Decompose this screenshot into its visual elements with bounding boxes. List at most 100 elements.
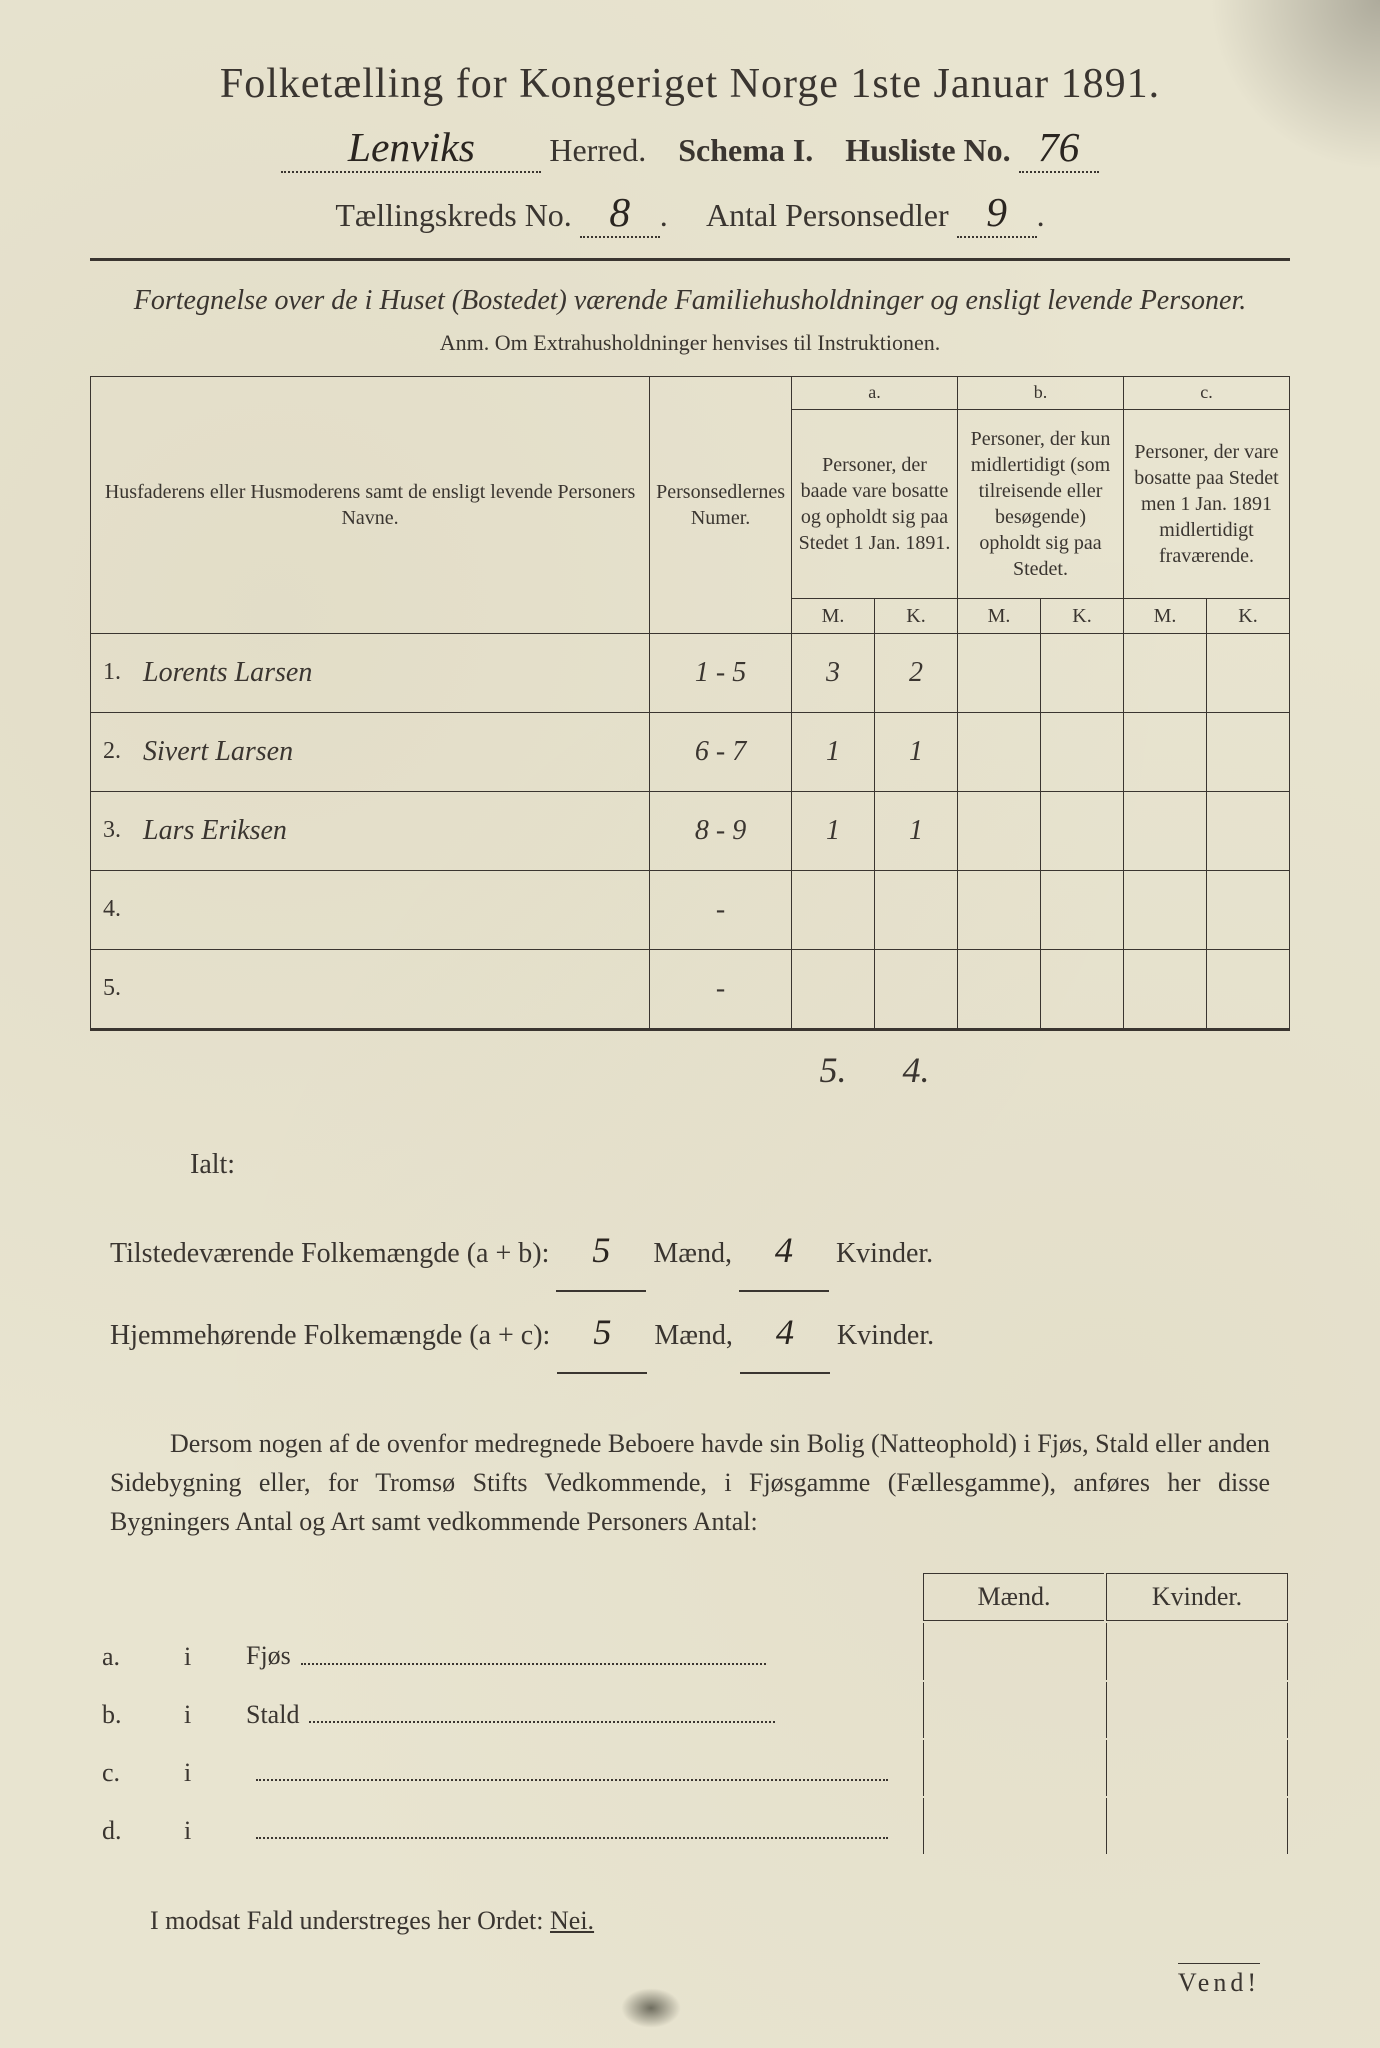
kreds-label: Tællingskreds No. xyxy=(335,197,571,233)
col-c-label: c. xyxy=(1124,377,1290,409)
page-title: Folketælling for Kongeriget Norge 1ste J… xyxy=(90,60,1290,108)
ak-cell: 2 xyxy=(875,633,958,712)
lower-label: a. xyxy=(92,1623,172,1679)
table-row: 2. Sivert Larsen 6 - 7 1 1 xyxy=(91,712,1290,791)
lower-row: d. i xyxy=(92,1798,1288,1854)
hjemmeh-row: Hjemmehørende Folkemængde (a + c): 5 Mæn… xyxy=(110,1292,1290,1374)
ck-cell xyxy=(1207,870,1290,949)
tilstedev-m: 5 xyxy=(556,1210,646,1292)
husliste-no: 76 xyxy=(1019,123,1099,173)
footer-text: I modsat Fald understreges her Ordet: Ne… xyxy=(150,1906,1270,1936)
ialt-label: Ialt: xyxy=(190,1134,1290,1196)
nei: Nei. xyxy=(550,1906,594,1935)
census-table: Husfaderens eller Husmoderens samt de en… xyxy=(90,376,1290,1108)
name-cell: Sivert Larsen xyxy=(133,712,650,791)
kvinder-header: Kvinder. xyxy=(1106,1573,1288,1621)
divider xyxy=(90,258,1290,261)
bm-cell xyxy=(958,870,1041,949)
table-row: 1. Lorents Larsen 1 - 5 3 2 xyxy=(91,633,1290,712)
hjemmeh-m: 5 xyxy=(557,1292,647,1374)
lower-i: i xyxy=(174,1623,234,1679)
lower-k xyxy=(1106,1740,1288,1796)
lower-row: a. i Fjøs xyxy=(92,1623,1288,1679)
herred-field: Lenviks xyxy=(281,123,541,173)
bk-cell xyxy=(1041,712,1124,791)
tilstedev-row: Tilstedeværende Folkemængde (a + b): 5 M… xyxy=(110,1210,1290,1292)
row-num: 2. xyxy=(91,712,134,791)
corner-shadow xyxy=(1180,0,1380,200)
lower-type: Fjøs xyxy=(236,1623,921,1679)
name-cell xyxy=(133,949,650,1029)
header-row-2: Tællingskreds No. 8. Antal Personsedler … xyxy=(90,188,1290,238)
table-row: 5. - xyxy=(91,949,1290,1029)
subtitle: Fortegnelse over de i Huset (Bostedet) v… xyxy=(90,281,1290,320)
col-name-header: Husfaderens eller Husmoderens samt de en… xyxy=(91,377,650,633)
personsedler-label: Antal Personsedler xyxy=(706,197,949,233)
am-cell xyxy=(792,870,875,949)
table-row: 4. - xyxy=(91,870,1290,949)
sedler-cell: 6 - 7 xyxy=(650,712,792,791)
lower-i: i xyxy=(174,1798,234,1854)
mk-header: M. xyxy=(792,598,875,633)
lower-type xyxy=(236,1740,921,1796)
sedler-cell: 8 - 9 xyxy=(650,791,792,870)
am-cell: 3 xyxy=(792,633,875,712)
sedler-cell: - xyxy=(650,949,792,1029)
col-a-text: Personer, der baade vare bosatte og opho… xyxy=(792,409,958,598)
summary-block: Ialt: Tilstedeværende Folkemængde (a + b… xyxy=(110,1134,1290,1375)
lower-type xyxy=(236,1798,921,1854)
cm-cell xyxy=(1124,870,1207,949)
lower-k xyxy=(1106,1798,1288,1854)
row-num: 3. xyxy=(91,791,134,870)
mk-header: K. xyxy=(1041,598,1124,633)
bm-cell xyxy=(958,712,1041,791)
bm-cell xyxy=(958,791,1041,870)
mk-header: M. xyxy=(958,598,1041,633)
am-cell: 1 xyxy=(792,712,875,791)
name-cell: Lars Eriksen xyxy=(133,791,650,870)
census-form-page: Folketælling for Kongeriget Norge 1ste J… xyxy=(0,0,1380,2048)
col-c-text: Personer, der vare bosatte paa Stedet me… xyxy=(1124,409,1290,598)
ck-cell xyxy=(1207,712,1290,791)
lower-k xyxy=(1106,1682,1288,1738)
stain xyxy=(621,1988,681,2028)
totals-row: 5. 4. xyxy=(91,1029,1290,1109)
hjemmeh-k: 4 xyxy=(740,1292,830,1374)
sedler-cell: 1 - 5 xyxy=(650,633,792,712)
bk-cell xyxy=(1041,870,1124,949)
am-cell: 1 xyxy=(792,791,875,870)
header-row-1: Lenviks Herred. Schema I. Husliste No. 7… xyxy=(90,123,1290,173)
bm-cell xyxy=(958,633,1041,712)
cm-cell xyxy=(1124,633,1207,712)
lower-i: i xyxy=(174,1682,234,1738)
lower-m xyxy=(923,1682,1104,1738)
lower-row: b. i Stald xyxy=(92,1682,1288,1738)
tilstedev-k: 4 xyxy=(739,1210,829,1292)
lower-k xyxy=(1106,1623,1288,1679)
ak-cell xyxy=(875,870,958,949)
row-num: 1. xyxy=(91,633,134,712)
cm-cell xyxy=(1124,712,1207,791)
mk-header: K. xyxy=(1207,598,1290,633)
mk-header: K. xyxy=(875,598,958,633)
ak-cell: 1 xyxy=(875,791,958,870)
row-num: 4. xyxy=(91,870,134,949)
name-cell: Lorents Larsen xyxy=(133,633,650,712)
lower-i: i xyxy=(174,1740,234,1796)
lower-m xyxy=(923,1623,1104,1679)
bk-cell xyxy=(1041,949,1124,1029)
lower-label: b. xyxy=(92,1682,172,1738)
body-text: Dersom nogen af de ovenfor medregnede Be… xyxy=(110,1424,1270,1541)
lower-table: Mænd. Kvinder. a. i Fjøs b. i Stald c. i… xyxy=(90,1571,1290,1856)
lower-m xyxy=(923,1798,1104,1854)
schema-label: Schema I. xyxy=(678,132,813,168)
am-cell xyxy=(792,949,875,1029)
bm-cell xyxy=(958,949,1041,1029)
col-b-text: Personer, der kun midlertidigt (som tilr… xyxy=(958,409,1124,598)
anm-note: Anm. Om Extrahusholdninger henvises til … xyxy=(90,330,1290,356)
ak-cell: 1 xyxy=(875,712,958,791)
row-num: 5. xyxy=(91,949,134,1029)
lower-row: c. i xyxy=(92,1740,1288,1796)
lower-label: d. xyxy=(92,1798,172,1854)
total-ak: 4. xyxy=(875,1029,958,1109)
